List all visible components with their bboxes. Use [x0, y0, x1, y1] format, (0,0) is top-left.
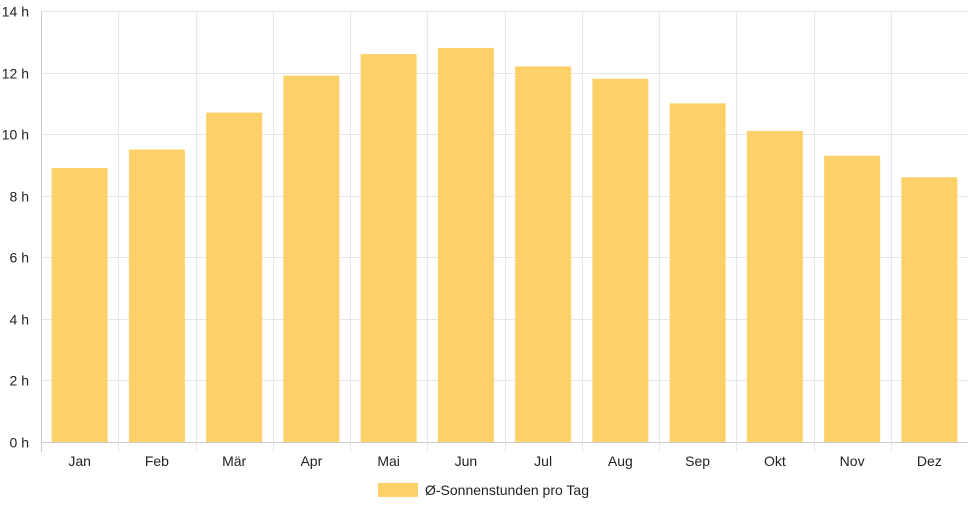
chart-bars [51, 47, 958, 443]
x-tick-label: Jan [68, 453, 91, 469]
bar-jun[interactable] [437, 47, 494, 442]
x-axis-ticks: Jan Feb Mär Apr Mai Jun Jul Aug Sep Okt Nov Dez [68, 453, 941, 469]
x-tick-label: Dez [917, 453, 942, 469]
bar-apr[interactable] [283, 75, 340, 443]
y-tick-label: 2 h [10, 373, 29, 389]
y-tick-label: 4 h [10, 312, 29, 328]
x-tick-label: Okt [764, 453, 786, 469]
x-tick-label: Feb [145, 453, 169, 469]
x-tick-label: Mai [377, 453, 400, 469]
y-axis-ticks: 0 h 2 h 4 h 6 h 8 h 10 h 12 h 14 h [2, 4, 29, 451]
bar-mai[interactable] [360, 54, 417, 442]
x-tick-label: Jul [534, 453, 552, 469]
y-tick-label: 10 h [2, 127, 29, 143]
bar-okt[interactable] [746, 131, 803, 443]
bar-mär[interactable] [206, 112, 263, 442]
y-tick-label: 0 h [10, 435, 29, 451]
x-tick-label: Sep [685, 453, 710, 469]
bar-dez[interactable] [901, 177, 958, 442]
bar-sep[interactable] [669, 103, 726, 442]
legend-swatch[interactable] [378, 483, 418, 497]
y-tick-label: 6 h [10, 250, 29, 266]
x-tick-label: Apr [300, 453, 322, 469]
y-tick-label: 12 h [2, 66, 29, 82]
legend-label[interactable]: Ø-Sonnenstunden pro Tag [425, 482, 589, 498]
x-tick-label: Aug [608, 453, 633, 469]
bar-jan[interactable] [51, 168, 108, 442]
x-tick-label: Nov [840, 453, 865, 469]
y-tick-label: 8 h [10, 189, 29, 205]
bar-aug[interactable] [592, 78, 649, 442]
chart-grid [41, 11, 968, 452]
bar-jul[interactable] [515, 66, 572, 443]
chart-legend[interactable]: Ø-Sonnenstunden pro Tag [378, 482, 589, 498]
x-tick-label: Mär [222, 453, 246, 469]
bar-nov[interactable] [824, 155, 881, 442]
bar-feb[interactable] [128, 149, 185, 443]
x-tick-label: Jun [455, 453, 478, 469]
y-tick-label: 14 h [2, 4, 29, 20]
